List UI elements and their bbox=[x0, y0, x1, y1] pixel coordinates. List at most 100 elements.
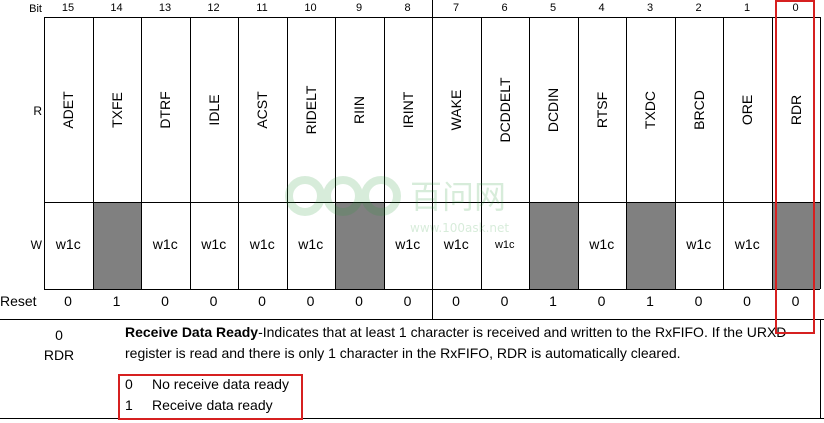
write-reserved-cell bbox=[336, 203, 384, 289]
bit-number: 12 bbox=[207, 2, 220, 14]
bit-number: 9 bbox=[355, 2, 363, 14]
register-field-name: RTSF bbox=[593, 91, 610, 128]
register-field-name: ACST bbox=[254, 90, 271, 129]
grid-column-line bbox=[626, 17, 627, 289]
reset-value: 0 bbox=[694, 293, 703, 309]
bit-number: 13 bbox=[158, 2, 172, 14]
grid-column-line bbox=[286, 17, 288, 289]
grid-column-line bbox=[92, 17, 94, 289]
reset-value: 0 bbox=[64, 293, 72, 309]
field-values-list: 0 No receive data ready 1 Receive data rea… bbox=[125, 374, 289, 416]
bit-number: 5 bbox=[549, 2, 557, 14]
reset-row-label: Reset bbox=[0, 293, 37, 309]
field-title: Receive Data Ready bbox=[125, 324, 259, 340]
field-value-meaning: No receive data ready bbox=[152, 376, 289, 392]
rdr-column-highlight bbox=[775, 0, 815, 334]
write-access-cell: w1c bbox=[734, 236, 760, 252]
grid-column-line bbox=[432, 17, 433, 289]
register-field-name: TXFE bbox=[108, 91, 125, 128]
values-highlight bbox=[118, 374, 303, 420]
grid-column-line bbox=[44, 17, 45, 289]
bit-number: 3 bbox=[646, 2, 654, 14]
register-field-name: RIDELT bbox=[302, 85, 319, 134]
reset-value: 1 bbox=[112, 293, 121, 309]
bit-number: 8 bbox=[404, 2, 411, 14]
bit-number: 6 bbox=[501, 2, 508, 14]
register-field-name: DTRF bbox=[157, 90, 174, 129]
bit-number: 11 bbox=[256, 2, 268, 14]
svg-text:百问网: 百问网 bbox=[410, 178, 506, 216]
write-access-cell: w1c bbox=[589, 236, 615, 252]
write-reserved-cell bbox=[627, 203, 675, 289]
field-value-code: 0 bbox=[125, 376, 133, 392]
field-bit-cell: 0 RDR bbox=[0, 325, 118, 365]
field-description-text: -Indicates that at least 1 character is … bbox=[125, 324, 787, 361]
bit-number: 7 bbox=[452, 2, 460, 14]
bit-number: 14 bbox=[110, 2, 123, 14]
bit-row-label: Bit bbox=[29, 3, 42, 15]
grid-column-line bbox=[529, 17, 530, 289]
section-bottom-border bbox=[0, 418, 824, 419]
field-value-row: 0 No receive data ready bbox=[125, 374, 289, 395]
grid-column-line bbox=[383, 17, 385, 289]
field-bit-number: 0 bbox=[55, 327, 63, 343]
register-field-name: DCDIN bbox=[545, 87, 562, 132]
register-field-name: ADET bbox=[60, 90, 77, 129]
reset-value: 0 bbox=[500, 293, 509, 309]
write-access-cell: w1c bbox=[201, 236, 227, 252]
register-field-name: DCDDELT bbox=[496, 76, 513, 143]
bit-number: 1 bbox=[743, 2, 751, 14]
register-field-name: RIIN bbox=[351, 95, 368, 124]
reset-value: 0 bbox=[355, 293, 363, 309]
section-right-border bbox=[820, 319, 821, 419]
write-access-cell: w1c bbox=[686, 236, 712, 252]
register-field-name: WAKE bbox=[448, 89, 465, 130]
reset-value: 0 bbox=[743, 293, 751, 309]
reset-value: 0 bbox=[209, 293, 218, 309]
bit-number: 15 bbox=[61, 2, 75, 14]
grid-column-line bbox=[238, 17, 239, 289]
grid-column-line bbox=[674, 17, 676, 289]
bit-number: 0 bbox=[792, 2, 799, 14]
bit-number: 2 bbox=[695, 2, 702, 14]
grid-column-line bbox=[820, 17, 821, 289]
bit-number: 10 bbox=[304, 2, 317, 14]
field-value-code: 1 bbox=[125, 397, 133, 413]
grid-column-line bbox=[480, 17, 482, 289]
field-description: Receive Data Ready-Indicates that at lea… bbox=[125, 322, 815, 364]
svg-text:www.100ask.net: www.100ask.net bbox=[410, 221, 509, 235]
nibble-separator bbox=[432, 0, 433, 17]
field-value-meaning: Receive data ready bbox=[152, 397, 273, 413]
write-access-cell: w1c bbox=[249, 236, 275, 252]
reset-value: 0 bbox=[258, 293, 266, 309]
register-field-name: IDLE bbox=[205, 93, 222, 126]
grid-column-line bbox=[141, 17, 142, 289]
watermark-logo-icon: 百问网 www.100ask.net bbox=[285, 176, 509, 235]
bit-number: 4 bbox=[598, 2, 605, 14]
write-access-cell: w1c bbox=[395, 236, 421, 252]
write-access-cell: w1c bbox=[152, 236, 178, 252]
grid-column-line bbox=[189, 17, 191, 289]
write-access-cell: w1c bbox=[55, 236, 81, 252]
reset-value: 0 bbox=[306, 293, 315, 309]
register-field-name: TXDC bbox=[642, 90, 659, 129]
reset-value: 1 bbox=[646, 293, 654, 309]
read-row-label: R bbox=[33, 104, 42, 118]
grid-column-line bbox=[771, 17, 773, 289]
register-field-name: ORE bbox=[739, 94, 756, 125]
reset-value: 0 bbox=[403, 293, 412, 309]
reset-value: 0 bbox=[161, 293, 169, 309]
grid-column-line bbox=[335, 17, 336, 289]
write-access-cell: w1c bbox=[443, 236, 469, 252]
write-access-cell: w1c bbox=[494, 239, 515, 251]
reset-value: 0 bbox=[452, 293, 460, 309]
register-field-name: IRINT bbox=[399, 91, 416, 128]
nibble-separator bbox=[432, 289, 433, 319]
write-reserved-cell bbox=[93, 203, 141, 289]
write-reserved-cell bbox=[530, 203, 578, 289]
section-divider bbox=[0, 319, 824, 320]
field-value-row: 1 Receive data ready bbox=[125, 395, 289, 416]
grid-column-line bbox=[577, 17, 579, 289]
field-bit-name: RDR bbox=[43, 347, 75, 363]
reset-value: 1 bbox=[549, 293, 557, 309]
